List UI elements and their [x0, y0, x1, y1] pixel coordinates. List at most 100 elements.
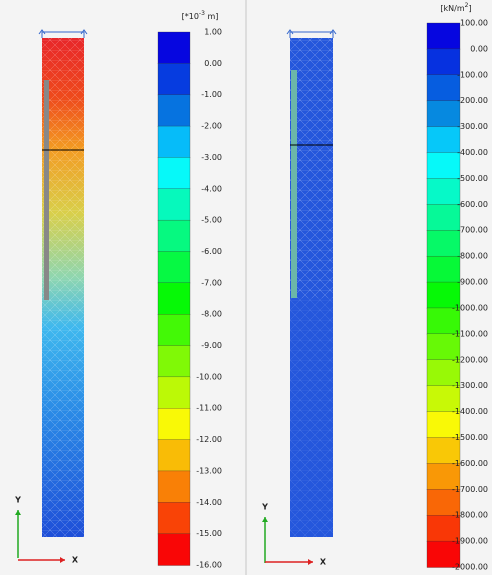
unit-tail: m]	[205, 12, 218, 21]
legend-label: 1.00	[204, 28, 222, 37]
load	[286, 29, 337, 38]
legend-band	[157, 188, 191, 221]
legend-label: -7.00	[201, 278, 222, 287]
legend-band	[426, 385, 461, 413]
legend-band	[426, 126, 461, 154]
legend-label: -900.00	[457, 278, 488, 287]
y-arrowhead	[15, 510, 21, 515]
load	[38, 29, 88, 38]
legend-label: -12.00	[196, 435, 222, 444]
legend-band	[426, 74, 461, 102]
legend-band	[157, 345, 191, 378]
legend: 100.00 0.00 -100.00 -200.00 -300.00 -400.00 -5…	[426, 19, 488, 572]
legend-band	[157, 439, 191, 472]
legend-label: -1200.00	[452, 355, 488, 364]
legend-band	[426, 100, 461, 128]
left-panel	[0, 0, 245, 575]
unit-label: [kN/m2]	[440, 2, 471, 13]
legend-band	[426, 333, 461, 361]
legend-label: -700.00	[457, 226, 488, 235]
mesh	[290, 38, 333, 298]
legend-label: 0.00	[204, 59, 222, 68]
y-arrowhead	[262, 517, 268, 522]
unit-sup: 2	[465, 2, 469, 9]
x-axis-label: X	[320, 558, 327, 567]
legend-band	[426, 307, 461, 335]
legend-band	[426, 489, 461, 516]
legend-label: -1300.00	[452, 381, 488, 390]
legend-band	[157, 314, 191, 347]
legend-band	[157, 408, 191, 441]
legend-label: 0.00	[470, 44, 488, 53]
legend-band	[157, 502, 191, 535]
legend-label: -14.00	[196, 498, 222, 507]
legend-label: -9.00	[201, 341, 222, 350]
legend-label: -400.00	[457, 148, 488, 157]
legend-label: -10.00	[196, 372, 222, 381]
legend-label: -1.00	[201, 90, 222, 99]
legend-label: -8.00	[201, 310, 222, 319]
legend-band	[157, 125, 191, 159]
legend-label: -1900.00	[452, 537, 488, 546]
legend-label: -2.00	[201, 122, 222, 131]
unit-base: [*10	[182, 12, 199, 21]
legend-band	[426, 281, 461, 309]
legend-band	[426, 255, 461, 283]
x-arrowhead	[60, 557, 65, 563]
legend-band	[157, 251, 191, 284]
unit-label: [*10-3 m]	[182, 10, 219, 21]
legend-label: -1000.00	[452, 303, 488, 312]
legend-band	[426, 48, 461, 76]
legend: 1.00 0.00 -1.00 -2.00 -3.00 -4.00 -5.00 -6.00 -7…	[157, 28, 222, 570]
legend-band	[426, 204, 461, 231]
legend-label: -1800.00	[452, 511, 488, 520]
legend-band	[426, 230, 461, 257]
legend-label: -300.00	[457, 122, 488, 131]
legend-label: -200.00	[457, 96, 488, 105]
legend-band	[157, 219, 191, 253]
legend-label: -15.00	[196, 529, 222, 538]
legend-label: -11.00	[196, 404, 222, 413]
legend-label: -2000.00	[452, 563, 488, 572]
legend-label: -100.00	[457, 70, 488, 79]
legend-band	[426, 152, 461, 180]
legend-label: -5.00	[201, 216, 222, 225]
legend-label: -1500.00	[452, 433, 488, 442]
left-model	[38, 29, 88, 537]
legend-label: -4.00	[201, 184, 222, 193]
right-model	[286, 29, 337, 537]
legend-band	[426, 178, 461, 205]
legend-band	[157, 31, 191, 65]
legend-band	[157, 376, 191, 409]
legend-band	[157, 470, 191, 503]
x-arrowhead	[308, 559, 313, 565]
legend-label: -3.00	[201, 153, 222, 162]
legend-label: -500.00	[457, 174, 488, 183]
y-axis-label: Y	[261, 503, 268, 512]
unit-sup: -3	[199, 10, 205, 17]
legend-label: -13.00	[196, 466, 222, 475]
legend-band	[157, 94, 191, 127]
legend-label: -1600.00	[452, 459, 488, 468]
legend-label: -600.00	[457, 200, 488, 209]
legend-label: -1100.00	[452, 329, 488, 338]
wall	[44, 80, 49, 300]
x-axis-label: X	[72, 556, 79, 565]
legend-band	[157, 63, 191, 96]
legend-label: -6.00	[201, 247, 222, 256]
mesh	[290, 298, 333, 537]
legend-label: -1400.00	[452, 407, 488, 416]
legend-band	[157, 157, 191, 190]
y-axis-label: Y	[14, 496, 21, 505]
legend-band	[426, 540, 461, 568]
legend-band	[157, 282, 191, 315]
legend-label: -800.00	[457, 252, 488, 261]
legend-band	[426, 22, 461, 50]
unit-tail: ]	[468, 4, 471, 13]
legend-label: -1700.00	[452, 485, 488, 494]
wall	[291, 70, 297, 298]
legend-label: -16.00	[196, 561, 222, 570]
unit-base: [kN/m	[440, 4, 464, 13]
legend-label: 100.00	[460, 19, 488, 28]
